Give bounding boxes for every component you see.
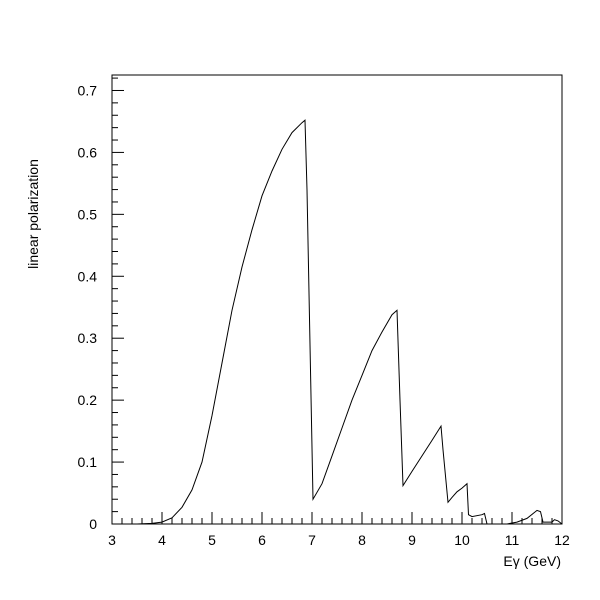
x-tick-label: 4 [158, 532, 166, 548]
y-axis-tick-labels: 0 0.1 0.2 0.3 0.4 0.5 0.6 0.7 [78, 82, 98, 532]
x-tick-label: 10 [454, 532, 470, 548]
x-tick-label: 3 [108, 532, 116, 548]
y-axis-title: linear polarization [25, 159, 41, 269]
y-tick-label: 0 [89, 516, 97, 532]
y-axis-ticks [112, 77, 124, 525]
y-tick-label: 0.5 [78, 206, 98, 222]
x-tick-label: 7 [308, 532, 316, 548]
x-tick-label: 8 [358, 532, 366, 548]
y-tick-label: 0.4 [78, 268, 98, 284]
x-tick-label: 9 [408, 532, 416, 548]
y-tick-label: 0.1 [78, 454, 98, 470]
x-tick-label: 6 [258, 532, 266, 548]
series-line-polarization [136, 119, 563, 525]
x-tick-label: 5 [208, 532, 216, 548]
y-tick-label: 0.2 [78, 392, 98, 408]
x-tick-label: 12 [554, 532, 570, 548]
x-axis-title: Eγ (GeV) [503, 553, 561, 569]
x-axis-ticks [111, 512, 563, 524]
x-axis-tick-labels: 3 4 5 6 7 8 9 10 11 12 [108, 532, 570, 548]
y-tick-label: 0.6 [78, 144, 98, 160]
x-tick-label: 11 [505, 532, 520, 548]
plot-frame [111, 74, 563, 525]
y-tick-label: 0.7 [78, 82, 98, 98]
y-tick-label: 0.3 [78, 330, 98, 346]
